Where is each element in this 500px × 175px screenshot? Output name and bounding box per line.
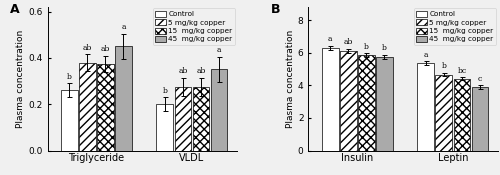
Legend: Control, 5 mg/kg copper, 15  mg/kg copper, 45  mg/kg copper: Control, 5 mg/kg copper, 15 mg/kg copper… [414,8,496,45]
Text: b: b [67,73,71,81]
Legend: Control, 5 mg/kg copper, 15  mg/kg copper, 45  mg/kg copper: Control, 5 mg/kg copper, 15 mg/kg copper… [152,8,235,45]
Text: ab: ab [82,44,92,52]
Bar [358,55,374,150]
Text: ab: ab [344,38,353,46]
Text: bc: bc [458,66,466,75]
Text: c: c [478,75,482,83]
Bar [436,75,452,150]
Bar [115,46,132,150]
Bar [192,87,210,150]
Text: b: b [364,43,369,51]
Bar [61,90,78,150]
Text: a: a [121,23,126,31]
Text: A: A [10,3,20,16]
Bar [454,79,470,150]
Bar [376,57,393,150]
Bar [79,62,96,150]
Y-axis label: Plasma concentration: Plasma concentration [16,30,26,128]
Text: a: a [217,46,222,54]
Bar [340,51,356,150]
Text: b: b [442,62,446,71]
Text: b: b [162,87,168,95]
Text: B: B [270,3,280,16]
Text: a: a [328,35,332,43]
Text: ab: ab [196,67,205,75]
Bar [97,64,114,150]
Bar [322,48,338,150]
Bar [472,87,488,150]
Text: ab: ab [100,45,110,53]
Text: ab: ab [178,67,188,75]
Bar [174,87,192,150]
Y-axis label: Plasma concentration: Plasma concentration [286,30,295,128]
Bar [210,69,228,150]
Text: a: a [424,51,428,59]
Bar [156,104,174,150]
Bar [418,63,434,150]
Text: b: b [382,44,387,52]
